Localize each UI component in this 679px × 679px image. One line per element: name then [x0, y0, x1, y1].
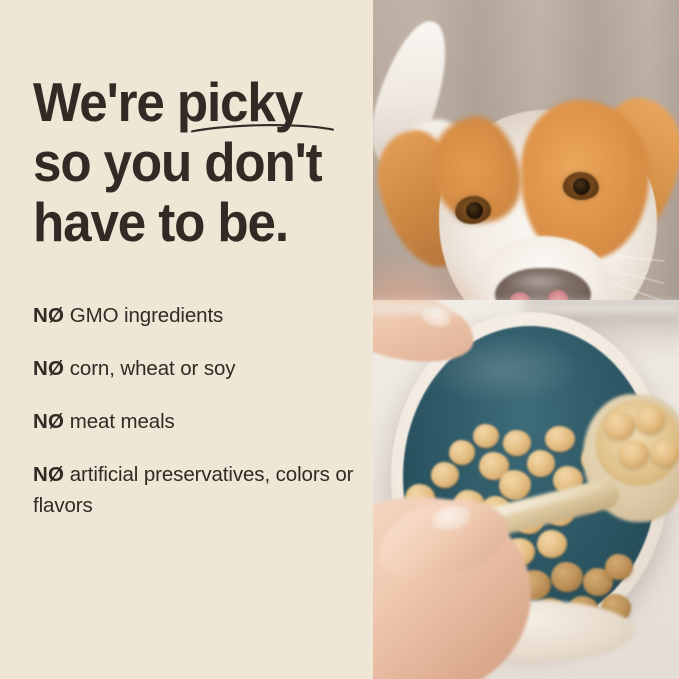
kibble-piece: [527, 450, 555, 477]
no-marker-icon: NØ: [33, 357, 65, 380]
dog-pupil-left: [466, 202, 483, 219]
list-item: NØ meat meals: [33, 406, 358, 437]
kibble-piece: [537, 530, 567, 558]
claim-text: artificial preservatives, colors or flav…: [33, 463, 354, 517]
kibble-piece: [605, 554, 633, 580]
no-marker-icon: NØ: [33, 410, 65, 433]
kibble-bowl-photo: [373, 300, 679, 679]
headline-line-1: We're picky: [33, 71, 303, 133]
claim-text: meat meals: [64, 410, 175, 433]
dog-pupil-right: [573, 178, 590, 195]
kibble-piece-in-scoop: [635, 406, 665, 434]
left-text-panel: We're picky so you don't have to be. NØ …: [33, 72, 363, 521]
dog-photo: [373, 0, 679, 316]
kibble-piece: [499, 470, 531, 500]
claim-text: corn, wheat or soy: [64, 357, 236, 380]
kibble-piece: [545, 426, 575, 452]
dog-nose-highlight: [507, 272, 569, 290]
kibble-piece: [449, 440, 475, 465]
headline-line-3: have to be.: [33, 191, 289, 253]
headline: We're picky so you don't have to be.: [33, 72, 363, 252]
list-item: NØ GMO ingredients: [33, 300, 358, 331]
kibble-piece: [551, 562, 583, 592]
kibble-piece: [503, 430, 531, 456]
list-item: NØ artificial preservatives, colors or f…: [33, 459, 358, 521]
kibble-piece: [473, 424, 499, 448]
no-marker-icon: NØ: [33, 304, 65, 327]
list-item: NØ corn, wheat or soy: [33, 353, 358, 384]
headline-line-2: so you don't: [33, 131, 323, 193]
no-marker-icon: NØ: [33, 463, 65, 486]
kibble-piece-in-scoop: [651, 440, 679, 466]
photo-column: [373, 0, 679, 679]
claims-list: NØ GMO ingredients NØ corn, wheat or soy…: [33, 300, 358, 521]
kibble-piece-in-scoop: [605, 412, 635, 440]
claim-text: GMO ingredients: [64, 304, 224, 327]
kibble-piece-in-scoop: [619, 440, 649, 468]
kibble-piece: [431, 462, 459, 488]
